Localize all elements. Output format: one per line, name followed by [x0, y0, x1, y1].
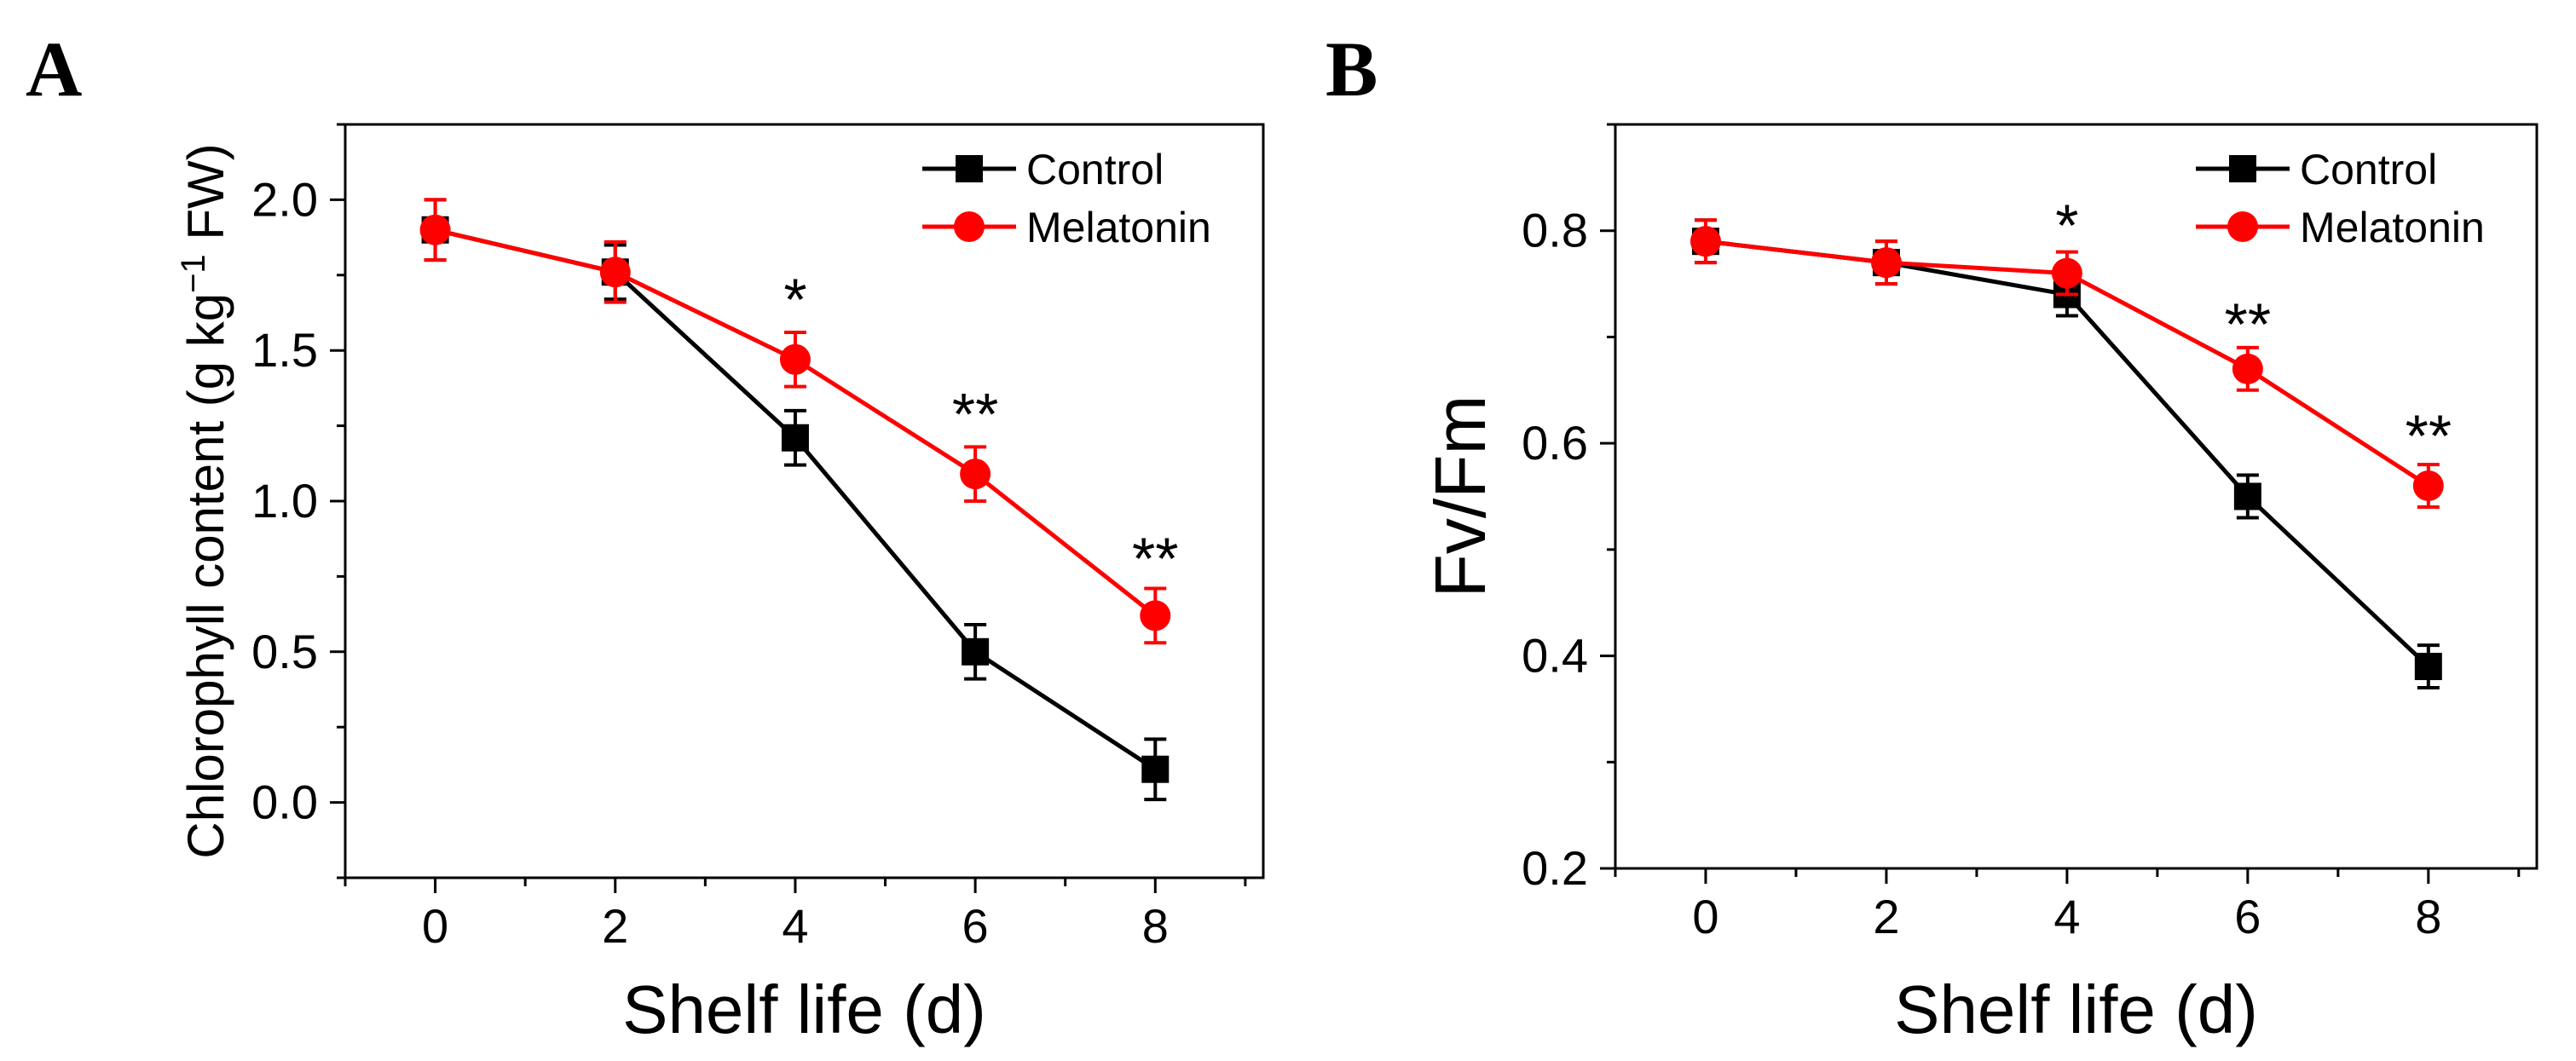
legend-label-control: Control	[2300, 146, 2437, 193]
y-axis-label: Chlorophyll content (g kg−1 FW)	[175, 143, 234, 858]
y-axis-label-main: Chlorophyll content (g kg	[177, 293, 234, 859]
panel-letter: B	[1326, 26, 1378, 112]
y-tick-label: 0.2	[1522, 841, 1588, 895]
x-tick-label: 0	[1692, 890, 1718, 943]
significance-marker: *	[2055, 193, 2078, 259]
panel-letter: A	[26, 26, 82, 112]
y-tick-label: 0.6	[1522, 416, 1588, 470]
x-tick-label: 8	[1142, 899, 1169, 953]
data-point-melatonin	[599, 257, 631, 288]
plot-frame	[1614, 123, 2538, 870]
legend-marker-control	[2229, 155, 2256, 182]
legend-marker-control	[956, 155, 983, 182]
significance-marker: **	[2406, 403, 2452, 470]
x-tick-label: 2	[602, 899, 628, 953]
y-tick-label: 2.0	[251, 172, 318, 226]
x-axis-label: Shelf life (d)	[622, 972, 986, 1047]
significance-marker: *	[783, 267, 806, 333]
y-tick-label: 1.5	[251, 323, 318, 377]
data-point-melatonin	[2232, 353, 2263, 384]
data-point-control	[1141, 755, 1170, 783]
chart-panel-a: A 0 2 4 6 8 0.0 0.5 1.0 1.5 2.0 Shelf life (d) Chlor…	[26, 26, 1265, 1047]
x-axis-label: Shelf life (d)	[1894, 972, 2258, 1047]
legend: Control Melatonin	[2196, 146, 2485, 251]
data-point-control	[781, 424, 809, 452]
y-axis-label-superscript: −1	[175, 254, 212, 293]
data-point-melatonin	[779, 343, 811, 375]
legend: Control Melatonin	[922, 146, 1211, 251]
legend-label-melatonin: Melatonin	[1026, 204, 1211, 251]
data-point-melatonin	[1870, 247, 1902, 279]
x-tick-label: 0	[422, 899, 448, 953]
data-point-control	[2414, 653, 2442, 681]
y-axis-label-unit: FW)	[177, 143, 234, 254]
x-tick-label: 4	[782, 899, 808, 953]
data-point-melatonin	[1689, 226, 1721, 257]
data-point-melatonin	[960, 458, 991, 490]
y-tick-label: 0.4	[1522, 629, 1588, 683]
y-tick-label: 0.0	[251, 776, 318, 829]
data-point-melatonin	[1140, 600, 1171, 631]
legend-label-melatonin: Melatonin	[2300, 204, 2485, 251]
data-point-melatonin	[419, 214, 451, 245]
x-tick-label: 8	[2415, 890, 2441, 943]
significance-marker: **	[2225, 291, 2271, 358]
significance-marker: **	[1132, 526, 1178, 592]
data-point-melatonin	[2412, 470, 2444, 502]
legend-label-control: Control	[1026, 146, 1164, 193]
x-tick-label: 2	[1873, 890, 1899, 943]
y-tick-label: 1.0	[251, 474, 318, 528]
x-tick-label: 4	[2053, 890, 2080, 943]
x-tick-label: 6	[962, 899, 989, 953]
y-tick-label: 0.8	[1522, 204, 1588, 257]
data-point-control	[962, 637, 990, 666]
y-tick-label: 0.5	[251, 625, 318, 678]
x-tick-label: 6	[2234, 890, 2261, 943]
data-point-control	[2233, 482, 2261, 510]
significance-marker: **	[952, 381, 998, 447]
series-melatonin	[419, 198, 1171, 645]
legend-marker-melatonin	[2227, 211, 2258, 242]
y-axis-label: Fv/Fm	[1420, 395, 1500, 598]
legend-marker-melatonin	[954, 211, 985, 242]
series-melatonin	[1689, 218, 2444, 509]
data-point-melatonin	[2051, 257, 2082, 289]
